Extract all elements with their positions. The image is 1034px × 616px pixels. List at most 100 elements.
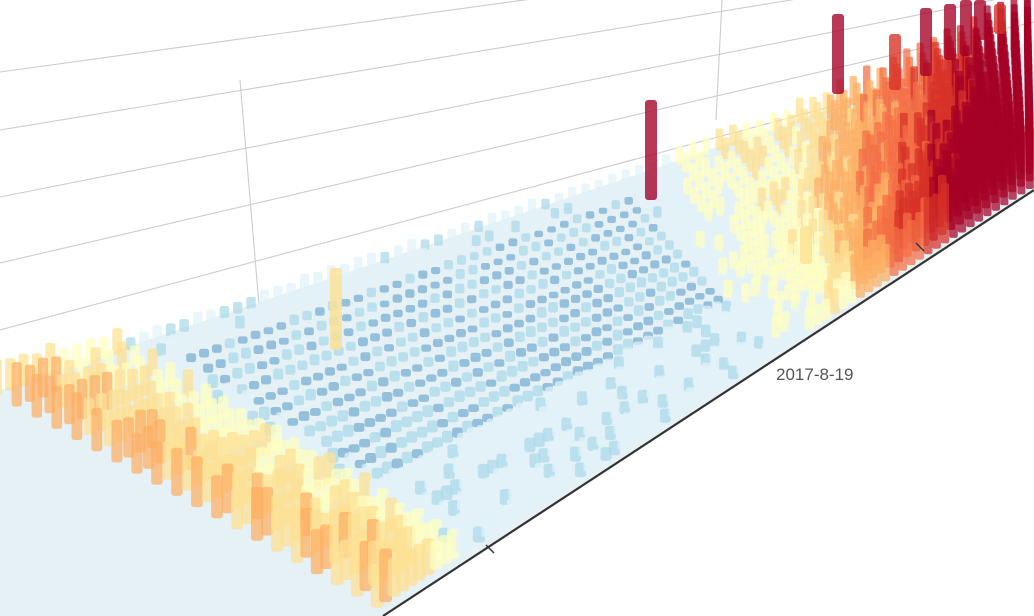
- bar[interactable]: [643, 335, 654, 355]
- bar[interactable]: [481, 263, 490, 270]
- bar[interactable]: [550, 275, 560, 284]
- bar[interactable]: [385, 442, 397, 453]
- bar[interactable]: [731, 292, 741, 308]
- bar[interactable]: [741, 283, 751, 303]
- bar[interactable]: [719, 369, 730, 385]
- bar[interactable]: [348, 407, 360, 417]
- bar[interactable]: [666, 385, 677, 403]
- bar[interactable]: [736, 331, 747, 345]
- bar[interactable]: [253, 345, 264, 354]
- bar[interactable]: [294, 344, 305, 355]
- bar[interactable]: [673, 249, 682, 259]
- bar[interactable]: [583, 418, 595, 436]
- bar[interactable]: [923, 196, 933, 255]
- bar[interactable]: [407, 399, 419, 407]
- bar[interactable]: [526, 468, 538, 489]
- bar[interactable]: [570, 322, 580, 332]
- bar[interactable]: [440, 485, 453, 500]
- bar[interactable]: [442, 304, 453, 313]
- bar[interactable]: [282, 402, 293, 411]
- bar[interactable]: [572, 214, 582, 224]
- bar[interactable]: [644, 303, 655, 311]
- bar[interactable]: [550, 363, 561, 372]
- bar[interactable]: [655, 295, 665, 306]
- bar[interactable]: [300, 288, 311, 306]
- bar[interactable]: [611, 200, 620, 210]
- bar[interactable]: [633, 322, 643, 331]
- bar[interactable]: [506, 408, 517, 428]
- bar[interactable]: [393, 309, 403, 318]
- bar[interactable]: [313, 271, 323, 287]
- bar[interactable]: [636, 277, 647, 288]
- bar[interactable]: [499, 386, 510, 397]
- bar[interactable]: [606, 264, 616, 274]
- bar[interactable]: [390, 420, 402, 433]
- bar[interactable]: [688, 227, 697, 240]
- bar[interactable]: [371, 467, 383, 479]
- bar[interactable]: [401, 451, 413, 464]
- bar[interactable]: [278, 337, 289, 345]
- bar[interactable]: [369, 432, 381, 443]
- bar[interactable]: [525, 326, 536, 338]
- bar[interactable]: [562, 371, 573, 381]
- bar[interactable]: [721, 300, 732, 313]
- bar[interactable]: [432, 247, 442, 260]
- bar[interactable]: [434, 234, 443, 246]
- bar[interactable]: [381, 392, 393, 402]
- bar[interactable]: [406, 319, 417, 328]
- bar[interactable]: [577, 391, 588, 406]
- bar[interactable]: [290, 519, 304, 564]
- bar[interactable]: [287, 418, 299, 426]
- bar[interactable]: [770, 338, 781, 353]
- bar[interactable]: [500, 427, 512, 448]
- bar[interactable]: [779, 332, 789, 347]
- bar[interactable]: [711, 301, 722, 318]
- bar[interactable]: [682, 321, 693, 334]
- bar[interactable]: [479, 317, 489, 328]
- bar[interactable]: [659, 268, 669, 278]
- bar[interactable]: [467, 279, 477, 289]
- bar[interactable]: [522, 390, 534, 402]
- bar[interactable]: [514, 331, 525, 342]
- bar[interactable]: [280, 506, 293, 547]
- bar[interactable]: [455, 315, 465, 323]
- bar[interactable]: [340, 299, 351, 307]
- bar[interactable]: [228, 352, 239, 364]
- bar[interactable]: [753, 336, 764, 349]
- bar[interactable]: [644, 364, 656, 384]
- bar[interactable]: [528, 356, 539, 367]
- bar[interactable]: [434, 354, 445, 362]
- bar[interactable]: [656, 231, 666, 241]
- bar[interactable]: [485, 379, 497, 387]
- bar[interactable]: [11, 362, 22, 407]
- bar[interactable]: [505, 444, 517, 463]
- bar[interactable]: [655, 167, 665, 182]
- bar[interactable]: [276, 322, 287, 330]
- bar[interactable]: [316, 387, 328, 396]
- bar[interactable]: [662, 340, 673, 359]
- bar[interactable]: [309, 354, 320, 366]
- bar[interactable]: [581, 347, 592, 356]
- bar[interactable]: [261, 304, 271, 320]
- bar[interactable]: [379, 263, 389, 279]
- bar[interactable]: [771, 317, 782, 338]
- bar[interactable]: [351, 373, 362, 381]
- bar[interactable]: [393, 245, 403, 260]
- bar[interactable]: [496, 453, 508, 469]
- bar[interactable]: [559, 325, 570, 337]
- bar[interactable]: [498, 221, 507, 237]
- bar[interactable]: [370, 333, 380, 342]
- bar[interactable]: [615, 366, 626, 385]
- bar[interactable]: [580, 405, 591, 421]
- bar[interactable]: [733, 277, 743, 294]
- bar[interactable]: [417, 299, 428, 308]
- bar[interactable]: [502, 324, 513, 333]
- bar[interactable]: [396, 337, 406, 347]
- bar[interactable]: [697, 276, 707, 286]
- bar[interactable]: [737, 316, 748, 331]
- bar[interactable]: [442, 430, 453, 443]
- bar[interactable]: [492, 271, 502, 280]
- bar[interactable]: [139, 332, 149, 346]
- bar[interactable]: [598, 207, 608, 214]
- bar[interactable]: [186, 353, 197, 363]
